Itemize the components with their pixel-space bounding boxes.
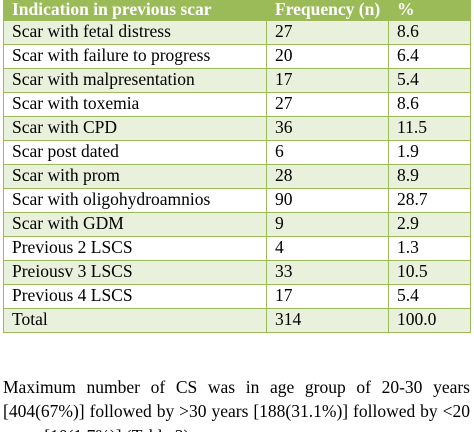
cell-percent: 1.3 [388, 235, 471, 261]
table-row: Scar with GDM 9 2.9 [3, 211, 471, 237]
cell-indication: Preiousv 3 LSCS [3, 259, 267, 285]
header-indication: Indication in previous scar [3, 0, 267, 21]
cell-percent: 8.9 [388, 163, 471, 189]
header-row: Indication in previous scar Frequency (n… [3, 0, 471, 21]
cell-percent: 28.7 [388, 187, 471, 213]
cell-frequency: 314 [266, 307, 389, 333]
table-row: Previous 4 LSCS 17 5.4 [3, 283, 471, 309]
cell-frequency: 6 [266, 139, 389, 165]
cell-frequency: 90 [266, 187, 389, 213]
cell-indication: Total [3, 307, 267, 333]
cell-indication: Scar with failure to progress [3, 43, 267, 69]
cell-indication: Previous 2 LSCS [3, 235, 267, 261]
table-row: Scar with CPD 36 11.5 [3, 115, 471, 141]
cell-indication: Scar with fetal distress [3, 19, 267, 45]
table-row: Scar with oligohydroamnios 90 28.7 [3, 187, 471, 213]
table-row: Scar with failure to progress 20 6.4 [3, 43, 471, 69]
cell-percent: 11.5 [388, 115, 471, 141]
cell-indication: Scar with prom [3, 163, 267, 189]
cell-frequency: 4 [266, 235, 389, 261]
table-row: Previous 2 LSCS 4 1.3 [3, 235, 471, 261]
table-body: Scar with fetal distress 27 8.6 Scar with f… [3, 19, 471, 333]
cell-indication: Scar with malpresentation [3, 67, 267, 93]
table-row: Scar post dated 6 1.9 [3, 139, 471, 165]
cell-percent: 1.9 [388, 139, 471, 165]
cell-percent: 10.5 [388, 259, 471, 285]
cell-frequency: 9 [266, 211, 389, 237]
cell-percent: 6.4 [388, 43, 471, 69]
cell-indication: Previous 4 LSCS [3, 283, 267, 309]
cell-percent: 8.6 [388, 91, 471, 117]
cell-frequency: 28 [266, 163, 389, 189]
cell-frequency: 27 [266, 19, 389, 45]
indication-frequency-table: Indication in previous scar Frequency (n… [3, 0, 471, 333]
table-row: Total 314 100.0 [3, 307, 471, 333]
cell-indication: Scar post dated [3, 139, 267, 165]
cell-indication: Scar with toxemia [3, 91, 267, 117]
cell-frequency: 36 [266, 115, 389, 141]
cell-frequency: 33 [266, 259, 389, 285]
cell-frequency: 27 [266, 91, 389, 117]
cell-percent: 2.9 [388, 211, 471, 237]
cell-indication: Scar with CPD [3, 115, 267, 141]
table-row: Scar with toxemia 27 8.6 [3, 91, 471, 117]
table-header: Indication in previous scar Frequency (n… [3, 0, 471, 21]
cell-frequency: 17 [266, 283, 389, 309]
cell-indication: Scar with oligohydroamnios [3, 187, 267, 213]
table-row: Scar with malpresentation 17 5.4 [3, 67, 471, 93]
header-frequency: Frequency (n) [266, 0, 389, 21]
cell-percent: 5.4 [388, 283, 471, 309]
cell-percent: 8.6 [388, 19, 471, 45]
cell-indication: Scar with GDM [3, 211, 267, 237]
cell-frequency: 17 [266, 67, 389, 93]
header-percent: % [388, 0, 471, 21]
summary-paragraph: Maximum number of CS was in age group of… [3, 376, 470, 432]
table-row: Scar with prom 28 8.9 [3, 163, 471, 189]
cell-percent: 100.0 [388, 307, 471, 333]
table-row: Scar with fetal distress 27 8.6 [3, 19, 471, 45]
table-row: Preiousv 3 LSCS 33 10.5 [3, 259, 471, 285]
cell-frequency: 20 [266, 43, 389, 69]
cell-percent: 5.4 [388, 67, 471, 93]
